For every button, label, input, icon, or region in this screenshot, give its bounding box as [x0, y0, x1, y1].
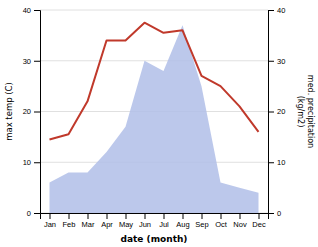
tick: Dec — [252, 213, 266, 229]
line — [50, 23, 259, 140]
tick-label: 40 — [23, 6, 31, 15]
tick-label: Dec — [252, 220, 266, 229]
tick-label: 20 — [23, 107, 31, 116]
tick-mark — [183, 213, 184, 219]
tick: 20 — [23, 107, 40, 116]
tick-label: Sep — [195, 220, 208, 229]
y-axis: 0 10 20 30 40 — [23, 6, 41, 218]
tick-label: Apr — [101, 220, 113, 229]
tick-mark — [88, 213, 89, 219]
tick: Nov — [233, 213, 247, 229]
tick: 0 — [27, 209, 40, 218]
tick-mark — [145, 213, 146, 219]
tick: Jul — [159, 213, 169, 229]
x-axis: Jan Feb Mar Apr May Jun Jul Aug Sep Oct Nov Dec — [41, 213, 269, 229]
chart: Jan Feb Mar Apr May Jun Jul Aug Sep Oct Nov Dec 0 10 2… — [0, 0, 318, 247]
tick: 0 — [268, 209, 281, 218]
tick: Jan — [44, 213, 56, 229]
axis-line — [34, 11, 41, 214]
tick: Aug — [176, 213, 189, 229]
tick-label: 30 — [277, 57, 285, 66]
x-axis-title: date (month) — [121, 234, 188, 244]
tick: Jun — [139, 213, 151, 229]
tick-label: 10 — [23, 158, 31, 167]
tick-label: Feb — [63, 220, 76, 229]
tick-mark — [268, 162, 274, 163]
tick: 20 — [268, 107, 285, 116]
tick-label: Nov — [233, 220, 247, 229]
tick-mark — [240, 213, 241, 219]
tick-label: Jan — [44, 220, 56, 229]
y-axis-title: max temp (C) — [4, 82, 14, 141]
tick-mark — [164, 213, 165, 219]
tick-mark — [34, 213, 40, 214]
tick-mark — [268, 213, 274, 214]
tick-mark — [69, 213, 70, 219]
tick-mark — [107, 213, 108, 219]
tick-label: 0 — [277, 209, 281, 218]
tick: Oct — [215, 213, 228, 229]
tick: 30 — [23, 57, 40, 66]
tick: 30 — [268, 57, 285, 66]
tick: May — [119, 213, 133, 229]
tick-label: Aug — [176, 220, 189, 229]
tick-label: Jul — [159, 220, 169, 229]
tick-mark — [221, 213, 222, 219]
y2-axis-title: med. precipitation(kg/m2) — [296, 75, 315, 148]
tick: 40 — [268, 6, 285, 15]
tick-mark — [34, 10, 40, 11]
tick: Apr — [101, 213, 113, 229]
tick-label: May — [119, 220, 133, 229]
tick-label: 20 — [277, 107, 285, 116]
grid-line — [40, 10, 268, 11]
tick: Mar — [82, 213, 95, 229]
tick-mark — [268, 61, 274, 62]
tick-label: Jun — [139, 220, 151, 229]
tick-label: 40 — [277, 6, 285, 15]
axis-line — [269, 11, 275, 214]
tick-label: 0 — [27, 209, 31, 218]
tick-mark — [34, 112, 40, 113]
tick-mark — [34, 162, 40, 163]
tick-mark — [34, 61, 40, 62]
area — [50, 25, 259, 213]
tick: 10 — [23, 158, 40, 167]
tick-mark — [126, 213, 127, 219]
tick-label: Mar — [82, 220, 95, 229]
tick-mark — [50, 213, 51, 219]
tick-mark — [202, 213, 203, 219]
tick-mark — [268, 10, 274, 11]
axis-line — [41, 214, 269, 220]
y2-axis: 0 10 20 30 40 — [268, 6, 285, 218]
tick-mark — [268, 112, 274, 113]
tick-label: 10 — [277, 158, 285, 167]
tick-label: Oct — [215, 220, 228, 229]
tick-mark — [259, 213, 260, 219]
tick: Sep — [195, 213, 208, 229]
tick: Feb — [63, 213, 76, 229]
grid-line — [40, 60, 268, 61]
tick: 40 — [23, 6, 40, 15]
grid — [40, 10, 268, 213]
plot-area — [50, 23, 259, 213]
tick: 10 — [268, 158, 285, 167]
tick-label: 30 — [23, 57, 31, 66]
